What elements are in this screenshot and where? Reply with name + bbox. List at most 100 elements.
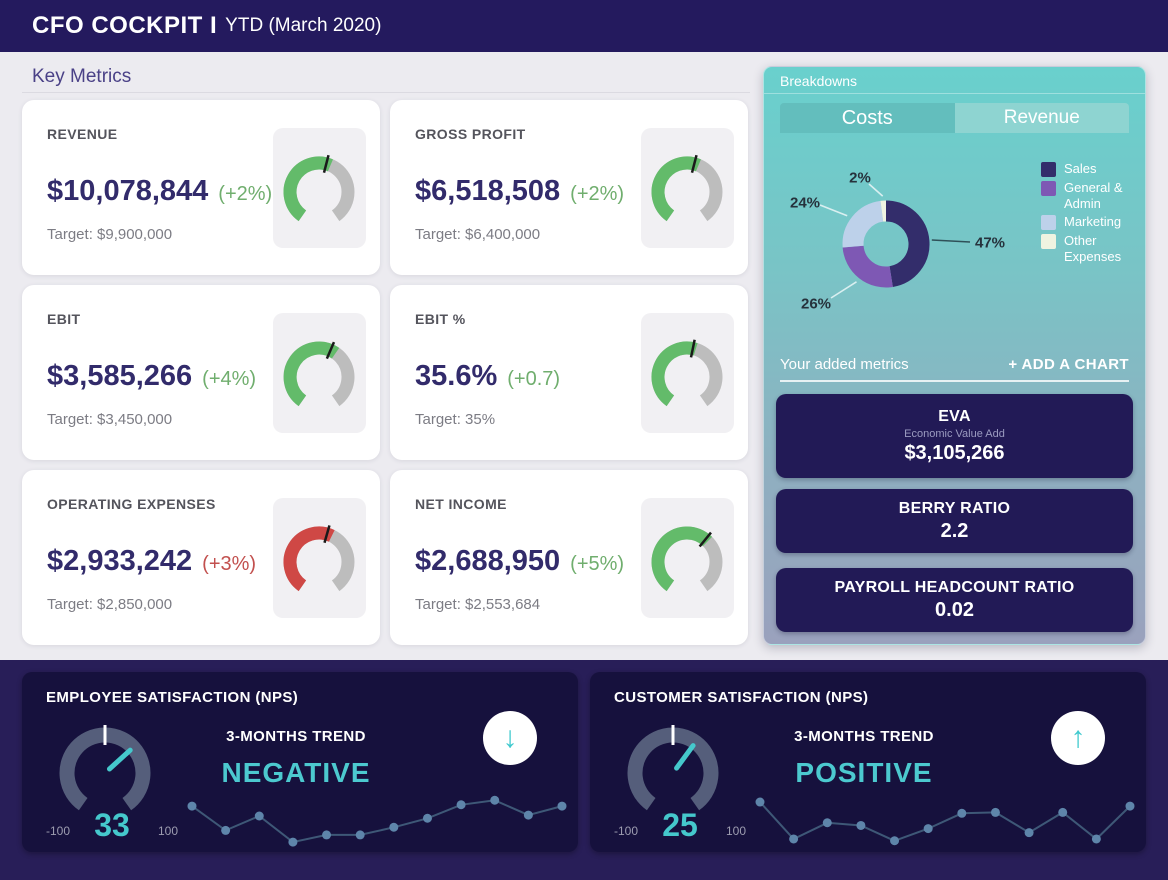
metric-label: GROSS PROFIT [415, 126, 526, 142]
metric-target: Target: $3,450,000 [47, 411, 173, 428]
customer-nps-card: CUSTOMER SATISFACTION (NPS) 25 -100 100 … [590, 672, 1146, 852]
metric-delta: (+2%) [218, 183, 273, 205]
metric-delta: (+2%) [570, 183, 625, 205]
donut-label-ga: 26% [800, 295, 832, 313]
metric-delta: (+4%) [202, 368, 257, 390]
payroll-ratio-title: PAYROLL HEADCOUNT RATIO [834, 578, 1075, 596]
revenue-gauge-icon [283, 154, 355, 222]
gauge-tile [273, 313, 366, 433]
section-divider [22, 92, 750, 93]
metric-label: EBIT [47, 311, 81, 327]
ebit-pct-gauge-icon [651, 339, 723, 407]
payroll-headcount-ratio-card: PAYROLL HEADCOUNT RATIO 0.02 [776, 568, 1133, 632]
donut-icon [819, 183, 971, 299]
metric-value: $2,688,950 [415, 545, 561, 577]
employee-nps-card: EMPLOYEE SATISFACTION (NPS) 33 -100 100 … [22, 672, 578, 852]
ebit-gauge-icon [283, 341, 355, 407]
opex-gauge-icon [283, 525, 355, 592]
added-metrics-label: Your added metrics [780, 355, 909, 373]
employee-nps-value: 33 [94, 807, 130, 843]
arrow-up-icon: ↑ [1070, 721, 1086, 754]
trend-value-positive: POSITIVE [795, 757, 933, 788]
added-metrics-bar: Your added metrics + ADD A CHART [780, 354, 1129, 382]
metric-target: Target: $9,900,000 [47, 226, 173, 243]
arrow-down-icon: ↓ [502, 721, 518, 754]
metric-card-ebit: EBIT $3,585,266 (+4%) Target: $3,450,000 [22, 285, 380, 460]
gauge-min-label: -100 [613, 824, 639, 838]
donut-label-sales: 47% [974, 234, 1006, 252]
legend-swatch [1041, 215, 1056, 231]
metric-value: $6,518,508 [415, 175, 561, 207]
employee-nps-sparkline [187, 795, 567, 847]
breakdowns-title: Breakdowns [780, 73, 858, 89]
trend-value-negative: NEGATIVE [221, 757, 371, 788]
metric-target: Target: $6,400,000 [415, 226, 541, 243]
period-label: YTD (March 2020) [225, 15, 382, 36]
costs-donut-chart: 2% 24% 26% 47% Sales General & Admin Mar… [764, 141, 1147, 356]
eva-value: $3,105,266 [904, 441, 1005, 464]
customer-nps-title: CUSTOMER SATISFACTION (NPS) [614, 689, 869, 706]
gauge-tile [273, 128, 366, 248]
metric-target: Target: 35% [415, 411, 496, 428]
metric-card-net-income: NET INCOME $2,688,950 (+5%) Target: $2,55… [390, 470, 748, 645]
breakdowns-header: Breakdowns [764, 67, 1145, 94]
berry-ratio-title: BERRY RATIO [898, 499, 1011, 517]
customer-nps-sparkline [755, 797, 1135, 846]
customer-nps-value: 25 [662, 807, 698, 843]
metric-target: Target: $2,553,684 [415, 596, 541, 613]
metric-delta: (+5%) [570, 553, 625, 575]
legend-item-other-expenses: Other Expenses [1041, 233, 1145, 264]
metric-label: OPERATING EXPENSES [47, 496, 216, 512]
app-title: CFO COCKPIT I [32, 12, 218, 39]
gauge-max-label: 100 [157, 824, 179, 838]
metric-card-gross-profit: GROSS PROFIT $6,518,508 (+2%) Target: $6,… [390, 100, 748, 275]
eva-card: EVA Economic Value Add $3,105,266 [776, 394, 1133, 478]
breakdowns-panel: Breakdowns Costs Revenue 2% 24% 26% 47% … [763, 66, 1146, 645]
metric-delta: (+3%) [202, 553, 257, 575]
donut-legend: Sales General & Admin Marketing Other Ex… [1041, 161, 1145, 264]
gauge-max-label: 100 [725, 824, 747, 838]
gauge-tile [641, 498, 734, 618]
berry-ratio-value: 2.2 [940, 519, 969, 542]
breakdowns-tabs: Costs Revenue [780, 103, 1129, 133]
metric-cards-grid: REVENUE $10,078,844 (+2%) Target: $9,900,… [22, 100, 750, 645]
legend-swatch [1041, 162, 1056, 177]
employee-nps-title: EMPLOYEE SATISFACTION (NPS) [46, 689, 299, 706]
tab-costs[interactable]: Costs [780, 103, 955, 133]
trend-label: 3-MONTHS TREND [226, 728, 366, 745]
metric-value: $3,585,266 [47, 360, 193, 392]
gauge-min-label: -100 [45, 824, 71, 838]
legend-item-marketing: Marketing [1041, 214, 1145, 231]
legend-item-general-admin: General & Admin [1041, 180, 1145, 211]
metric-value: $10,078,844 [47, 175, 209, 207]
tab-revenue[interactable]: Revenue [954, 103, 1129, 133]
metric-label: EBIT % [415, 311, 466, 327]
section-title-key-metrics: Key Metrics [32, 66, 132, 87]
nps-band: EMPLOYEE SATISFACTION (NPS) 33 -100 100 … [0, 660, 1168, 880]
legend-swatch [1041, 234, 1056, 250]
metric-value: $2,933,242 [47, 545, 193, 577]
gauge-tile [273, 498, 366, 618]
berry-ratio-card: BERRY RATIO 2.2 [776, 489, 1133, 553]
metric-delta: (+0.7) [507, 368, 561, 390]
donut-label-marketing: 24% [789, 194, 821, 212]
eva-subtitle: Economic Value Add [904, 427, 1005, 440]
eva-title: EVA [938, 407, 971, 425]
trend-label: 3-MONTHS TREND [794, 728, 934, 745]
gross-profit-gauge-icon [651, 154, 723, 222]
metric-value: 35.6% [415, 360, 498, 392]
add-a-chart-button[interactable]: + ADD A CHART [1008, 355, 1129, 373]
gauge-tile [641, 313, 734, 433]
customer-nps-gauge-icon [627, 725, 719, 811]
metric-card-ebit-pct: EBIT % 35.6% (+0.7) Target: 35% [390, 285, 748, 460]
metric-card-revenue: REVENUE $10,078,844 (+2%) Target: $9,900,… [22, 100, 380, 275]
legend-item-sales: Sales [1041, 161, 1145, 177]
metric-label: NET INCOME [415, 496, 507, 512]
legend-swatch [1041, 181, 1056, 196]
metric-label: REVENUE [47, 126, 118, 142]
payroll-ratio-value: 0.02 [935, 598, 974, 621]
trend-direction-badge: ↑ [1051, 711, 1105, 765]
net-income-gauge-icon [651, 526, 723, 592]
metric-card-operating-expenses: OPERATING EXPENSES $2,933,242 (+3%) Targe… [22, 470, 380, 645]
